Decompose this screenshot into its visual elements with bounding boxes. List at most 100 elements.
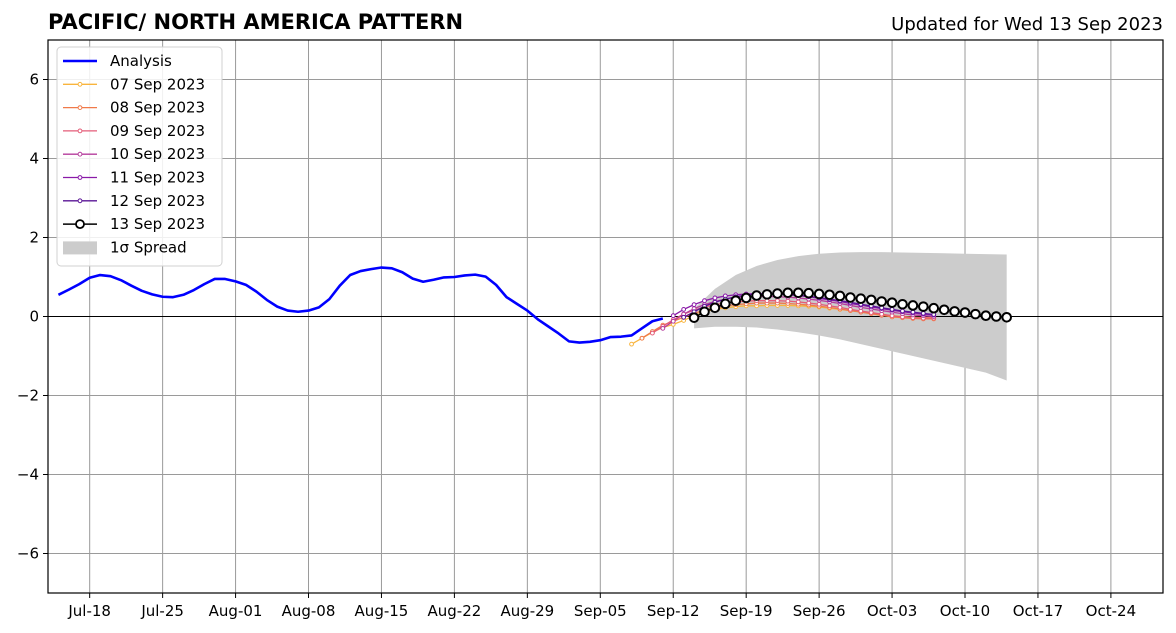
forecast-point bbox=[670, 318, 676, 324]
x-tick-label: Oct-24 bbox=[1086, 602, 1136, 620]
forecast-point bbox=[1001, 311, 1012, 323]
forecast-point bbox=[897, 298, 908, 310]
y-tick-label: 4 bbox=[29, 150, 39, 168]
forecast-point bbox=[990, 311, 1002, 322]
forecast-point bbox=[886, 297, 898, 308]
forecast-point bbox=[824, 289, 835, 301]
legend-entry: 10 Sep 2023 bbox=[63, 145, 205, 163]
forecast-series bbox=[688, 287, 1012, 323]
legend-entry: 11 Sep 2023 bbox=[63, 169, 205, 187]
legend-label: 10 Sep 2023 bbox=[110, 145, 205, 163]
forecast-point bbox=[740, 292, 752, 304]
legend-swatch bbox=[63, 241, 97, 255]
x-tick-label: Aug-15 bbox=[355, 602, 409, 620]
x-tick-label: Sep-12 bbox=[647, 602, 700, 620]
forecast-point bbox=[681, 314, 687, 320]
x-tick-label: Jul-18 bbox=[67, 602, 111, 620]
forecast-point bbox=[751, 290, 762, 301]
forecast-point bbox=[681, 306, 687, 312]
legend: Analysis 07 Sep 2023 08 Sep 2023 09 Sep 202… bbox=[56, 46, 223, 267]
forecast-layer bbox=[629, 287, 1012, 347]
legend-marker bbox=[77, 175, 83, 180]
legend-entry: 08 Sep 2023 bbox=[63, 99, 205, 117]
y-tick-label: 6 bbox=[29, 71, 39, 89]
x-tick-label: Oct-03 bbox=[867, 602, 917, 620]
x-tick-label: Oct-17 bbox=[1013, 602, 1063, 620]
forecast-point bbox=[970, 308, 981, 320]
legend-entry: 09 Sep 2023 bbox=[63, 122, 205, 140]
legend-label: 1σ Spread bbox=[110, 238, 187, 256]
legend-entry: 13 Sep 2023 bbox=[63, 215, 205, 233]
x-tick-label: Aug-22 bbox=[428, 602, 482, 620]
forecast-point bbox=[691, 302, 697, 308]
x-tick-label: Aug-01 bbox=[209, 602, 263, 620]
legend-label: 11 Sep 2023 bbox=[110, 169, 205, 187]
forecast-point bbox=[782, 287, 794, 299]
forecast-point bbox=[910, 309, 916, 315]
forecast-point bbox=[772, 288, 783, 299]
legend-box bbox=[56, 46, 223, 267]
x-tick-label: Sep-19 bbox=[720, 602, 773, 620]
y-tick-label: 0 bbox=[29, 308, 39, 326]
y-tick-label: −6 bbox=[17, 545, 39, 563]
legend-entry: 12 Sep 2023 bbox=[63, 192, 205, 210]
forecast-point bbox=[629, 341, 634, 347]
y-tick-label: 2 bbox=[29, 229, 39, 247]
forecast-point bbox=[980, 310, 992, 322]
x-tick-label: Aug-29 bbox=[500, 602, 554, 620]
x-tick-label: Sep-05 bbox=[574, 602, 627, 620]
chart-title: PACIFIC/ NORTH AMERICA PATTERN bbox=[48, 10, 463, 34]
forecast-point bbox=[949, 306, 960, 317]
forecast-point bbox=[720, 298, 731, 310]
legend-label: 09 Sep 2023 bbox=[110, 122, 205, 140]
forecast-point bbox=[795, 299, 801, 305]
forecast-point bbox=[761, 289, 773, 300]
legend-label: Analysis bbox=[110, 52, 172, 70]
forecast-point bbox=[907, 300, 919, 311]
legend-label: 13 Sep 2023 bbox=[110, 215, 205, 233]
forecast-point bbox=[639, 335, 645, 341]
forecast-point bbox=[699, 306, 710, 318]
legend-marker bbox=[77, 198, 83, 204]
y-axis-ticks: 6 4 2 0 −2 −4 −6 bbox=[17, 71, 48, 563]
forecast-point bbox=[813, 288, 825, 300]
legend-label: 12 Sep 2023 bbox=[110, 192, 205, 210]
forecast-point bbox=[900, 308, 905, 314]
forecast-point bbox=[938, 304, 950, 316]
forecast-point bbox=[847, 306, 853, 312]
forecast-point bbox=[712, 295, 718, 301]
legend-marker bbox=[77, 151, 83, 157]
forecast-point bbox=[928, 302, 940, 314]
legend-label: 07 Sep 2023 bbox=[110, 75, 205, 93]
forecast-point bbox=[730, 295, 742, 307]
x-tick-label: Oct-10 bbox=[940, 602, 990, 620]
forecast-point bbox=[775, 298, 780, 304]
forecast-point bbox=[792, 287, 804, 299]
x-tick-label: Sep-26 bbox=[793, 602, 846, 620]
forecast-point bbox=[785, 298, 791, 304]
forecast-point bbox=[959, 307, 971, 318]
x-tick-label: Jul-25 bbox=[140, 602, 184, 620]
legend-label: 08 Sep 2023 bbox=[110, 99, 205, 117]
forecast-point bbox=[806, 300, 812, 306]
forecast-point bbox=[660, 325, 666, 331]
x-tick-label: Aug-08 bbox=[282, 602, 336, 620]
legend-marker bbox=[77, 128, 83, 134]
forecast-point bbox=[920, 310, 926, 316]
forecast-point bbox=[827, 303, 832, 309]
forecast-point bbox=[889, 306, 895, 312]
legend-marker bbox=[77, 81, 83, 87]
forecast-point bbox=[855, 293, 867, 305]
legend-entry: 1σ Spread bbox=[63, 238, 187, 256]
forecast-point bbox=[709, 302, 721, 314]
forecast-point bbox=[834, 290, 846, 302]
forecast-point bbox=[918, 301, 929, 312]
legend-marker bbox=[75, 219, 85, 230]
forecast-point bbox=[688, 312, 700, 323]
analysis-line bbox=[57, 266, 664, 344]
analysis-layer bbox=[57, 266, 664, 344]
legend-entry: Analysis bbox=[63, 52, 172, 70]
y-tick-label: −4 bbox=[17, 466, 39, 484]
chart-subtitle: Updated for Wed 13 Sep 2023 bbox=[891, 14, 1163, 35]
legend-entry: 07 Sep 2023 bbox=[63, 75, 205, 93]
